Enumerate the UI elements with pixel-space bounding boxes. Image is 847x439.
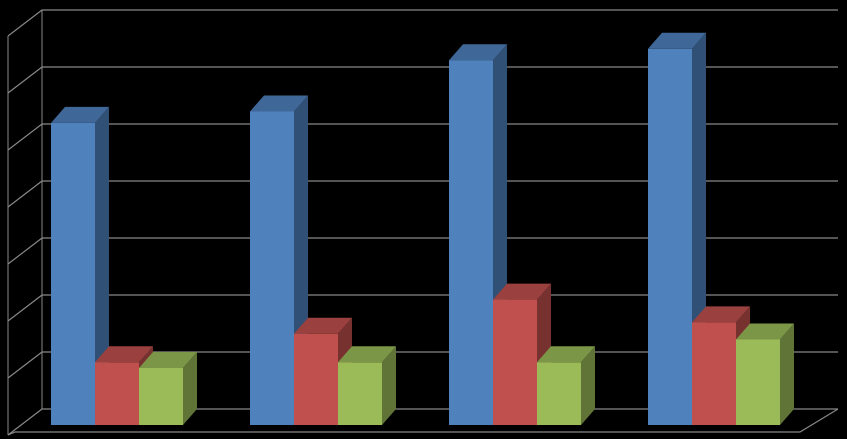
bar-top bbox=[95, 346, 153, 363]
bar-side bbox=[382, 346, 396, 425]
bar-top bbox=[648, 32, 706, 49]
bar-top bbox=[736, 323, 794, 340]
bar-top bbox=[449, 44, 507, 61]
bar bbox=[95, 362, 139, 425]
bar bbox=[250, 111, 294, 425]
bar bbox=[139, 368, 183, 425]
grid-line bbox=[7, 9, 838, 37]
bar bbox=[51, 122, 95, 426]
bar-side bbox=[780, 323, 794, 425]
floor-edge bbox=[7, 408, 839, 436]
bar-top bbox=[493, 283, 551, 300]
bar bbox=[338, 362, 382, 425]
bar-top bbox=[692, 306, 750, 323]
bar-side bbox=[183, 352, 197, 425]
grid-line bbox=[7, 123, 838, 151]
bar-top bbox=[139, 352, 197, 368]
bar bbox=[294, 333, 338, 425]
grid-line bbox=[7, 66, 838, 94]
bar bbox=[537, 362, 581, 425]
grid-line bbox=[7, 180, 838, 208]
grid-line bbox=[7, 294, 838, 322]
bar bbox=[648, 48, 692, 426]
grid-line bbox=[7, 237, 838, 265]
bar-side bbox=[581, 346, 595, 425]
bar bbox=[692, 322, 736, 425]
bar bbox=[736, 339, 780, 425]
bar bbox=[449, 60, 493, 425]
bar bbox=[493, 299, 537, 425]
bar-top bbox=[537, 346, 595, 363]
bar-top bbox=[51, 106, 109, 123]
bar-side bbox=[95, 106, 109, 426]
bar-top bbox=[338, 346, 396, 363]
bar-top bbox=[294, 317, 352, 334]
bar-top bbox=[250, 95, 308, 112]
